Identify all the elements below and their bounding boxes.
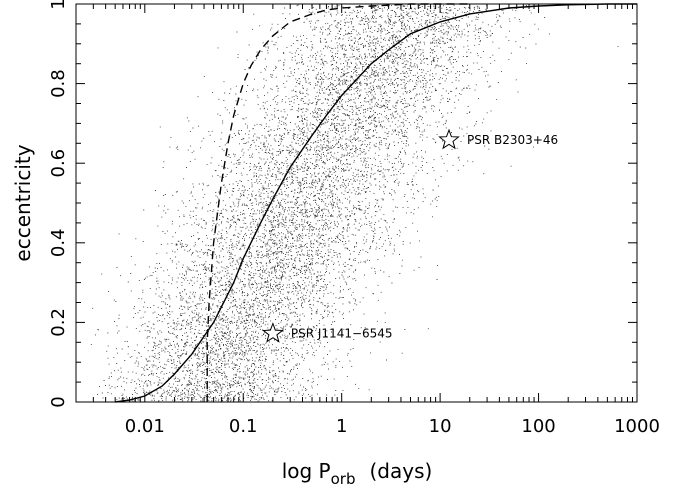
x-tick-label: 10: [429, 416, 452, 437]
x-axis-title: log Porb (days): [282, 459, 433, 488]
curves: [115, 3, 637, 403]
scatter-points: [90, 4, 619, 402]
x-tick-label: 0.1: [229, 416, 258, 437]
x-tick-label: 100: [521, 416, 555, 437]
star-label: PSR B2303+46: [467, 133, 558, 147]
pulsar-markers: PSR J1141−6545 PSR B2303+46: [262, 128, 558, 343]
y-tick-label: 0: [48, 396, 69, 407]
y-tick-label: 0.6: [48, 149, 69, 178]
x-tick-label: 0.01: [125, 416, 165, 437]
x-axis-title-subscript: orb: [331, 470, 356, 488]
plot-frame: [75, 3, 638, 403]
y-tick-label: 0.2: [48, 308, 69, 337]
scatter-cloud: [90, 4, 619, 402]
dashed-curve: [206, 3, 470, 402]
star-label: PSR J1141−6545: [291, 327, 393, 341]
axis-ticks: 0.01 0.1 1 10 100 1000 0 0.2 0.4 0.6 0.8 1: [48, 0, 660, 437]
y-axis-title: eccentricity: [11, 144, 35, 261]
y-tick-label: 0.4: [48, 228, 69, 257]
x-axis-title-main: log P: [282, 459, 331, 483]
x-tick-label: 1: [336, 416, 347, 437]
x-tick-label: 1000: [614, 416, 660, 437]
y-tick-label: 0.8: [48, 69, 69, 98]
x-axis-title-units: (days): [369, 459, 432, 483]
star-marker: [262, 322, 284, 343]
y-tick-label: 1: [48, 0, 69, 10]
star-marker: [438, 128, 460, 150]
solid-curve: [115, 3, 637, 403]
